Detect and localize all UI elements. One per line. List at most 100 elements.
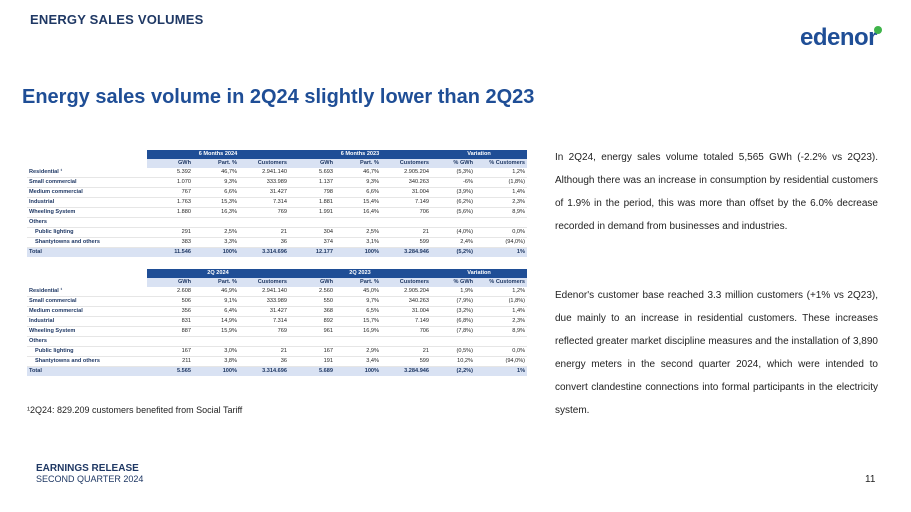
total-cell: 3.284.946 [381, 366, 432, 376]
table-cell: 46,7% [335, 168, 381, 178]
table-cell: 1.763 [147, 197, 193, 208]
column-header: % Customers [475, 278, 528, 287]
table-cell: 1.070 [147, 177, 193, 188]
table-cell [381, 217, 431, 228]
table-cell: 3,8% [193, 356, 239, 367]
table-cell: 16,9% [335, 326, 382, 337]
column-header: Customers [239, 278, 290, 287]
table-cell: 9,3% [335, 177, 381, 188]
table-cell: 1,4% [475, 187, 528, 198]
table-cell: (4,0%) [431, 227, 475, 238]
total-cell: 100% [193, 366, 239, 376]
total-cell: 3.314.696 [239, 366, 290, 376]
table-cell: (7,8%) [431, 326, 476, 337]
total-cell: 100% [335, 366, 382, 376]
table-cell: (94,0%) [475, 237, 528, 248]
total-row: Total 5.565 100% 3.314.696 5.689 100% 3.284.94… [27, 366, 528, 376]
table-cell: 15,9% [193, 326, 239, 337]
column-header: GWh [147, 278, 193, 287]
table-cell [289, 336, 336, 347]
table-cell [381, 336, 432, 347]
table-cell: 3,4% [335, 356, 382, 367]
table-cell: 21 [381, 346, 432, 357]
table-cell: 6,6% [335, 187, 381, 198]
table-cell [193, 336, 239, 347]
total-cell: 11.546 [147, 247, 193, 257]
row-label: Industrial [27, 197, 147, 208]
row-label: Medium commercial [27, 187, 147, 198]
row-label: Wheeling System [27, 207, 147, 218]
table-cell: 356 [147, 306, 193, 317]
table-cell: (7,9%) [431, 296, 476, 307]
group-header: 6 Months 2023 [289, 150, 431, 159]
total-label: Total [27, 247, 147, 257]
row-label: Public lighting [27, 346, 147, 357]
table-row: Industrial 831 14,9% 7.314 892 15,7% 7.149 (6,8… [27, 316, 528, 327]
table-cell: (0,5%) [431, 346, 476, 357]
table-cell: 706 [381, 326, 432, 337]
table-cell: 3,3% [193, 237, 239, 248]
table-cell: 191 [289, 356, 336, 367]
table-cell: 769 [239, 207, 289, 218]
table-cell: (6,2%) [431, 197, 475, 208]
table-cell: 506 [147, 296, 193, 307]
table-cell: 304 [289, 227, 335, 238]
table-cell: 831 [147, 316, 193, 327]
table-cell: 1,2% [475, 287, 528, 297]
total-cell: (5,2%) [431, 247, 475, 257]
column-header: % GWh [431, 159, 475, 168]
table-cell: 374 [289, 237, 335, 248]
row-label: Residential ¹ [27, 168, 147, 178]
table-cell: 892 [289, 316, 336, 327]
row-label: Shantytowns and others [27, 237, 147, 248]
row-label: Residential ¹ [27, 287, 147, 297]
column-header: Customers [239, 159, 289, 168]
table-cell: 5.693 [289, 168, 335, 178]
group-header: Variation [431, 150, 528, 159]
table-cell: 167 [147, 346, 193, 357]
row-label: Public lighting [27, 227, 147, 238]
table-cell: 2,5% [193, 227, 239, 238]
table-cell: 2,5% [335, 227, 381, 238]
table-cell: 2.560 [289, 287, 336, 297]
total-cell: 100% [335, 247, 381, 257]
table-cell: 36 [239, 356, 290, 367]
table-row: Wheeling System 1.880 16,3% 769 1.991 16,4% 70… [27, 207, 528, 218]
table-row: Medium commercial 767 6,6% 31.427 798 6,6% 31.… [27, 187, 528, 198]
table-cell: 550 [289, 296, 336, 307]
table-cell [475, 336, 528, 347]
table-cell: 2.905.204 [381, 287, 432, 297]
table-cell: 7.314 [239, 197, 289, 208]
column-header: % GWh [431, 278, 476, 287]
table-cell: 31.004 [381, 306, 432, 317]
table-cell: -6% [431, 177, 475, 188]
table-row: Small commercial 506 9,1% 333.989 550 9,7% 340… [27, 296, 528, 307]
table-cell [239, 336, 290, 347]
table-cell: 211 [147, 356, 193, 367]
table-cell: 1,4% [475, 306, 528, 317]
table-cell: (6,8%) [431, 316, 476, 327]
table-row: Others [27, 217, 528, 228]
table-cell: 36 [239, 237, 289, 248]
table-cell: 1,9% [431, 287, 476, 297]
table-row: Small commercial 1.070 9,3% 333.989 1.137 9,3… [27, 177, 528, 188]
table-cell: 769 [239, 326, 290, 337]
table-cell: 1.880 [147, 207, 193, 218]
table-cell: 383 [147, 237, 193, 248]
total-cell: 1% [475, 247, 528, 257]
table-cell: 16,3% [193, 207, 239, 218]
table-cell: 7.314 [239, 316, 290, 327]
table-cell: 21 [381, 227, 431, 238]
table-cell: 368 [289, 306, 336, 317]
footer-report-period: SECOND QUARTER 2024 [36, 474, 144, 484]
table-cell: 6,4% [193, 306, 239, 317]
table-cell: 2,3% [475, 316, 528, 327]
group-header: 2Q 2024 [147, 269, 290, 278]
table-cell [431, 217, 475, 228]
table-row: Industrial 1.763 15,3% 7.314 1.881 15,4% 7.149… [27, 197, 528, 208]
quarter-sales-table: 2Q 2024 2Q 2023 Variation GWh Part. % Custome… [27, 269, 528, 376]
total-cell: 3.314.696 [239, 247, 289, 257]
column-header: GWh [289, 278, 336, 287]
table-cell: 14,9% [193, 316, 239, 327]
table-cell: (1,8%) [475, 296, 528, 307]
